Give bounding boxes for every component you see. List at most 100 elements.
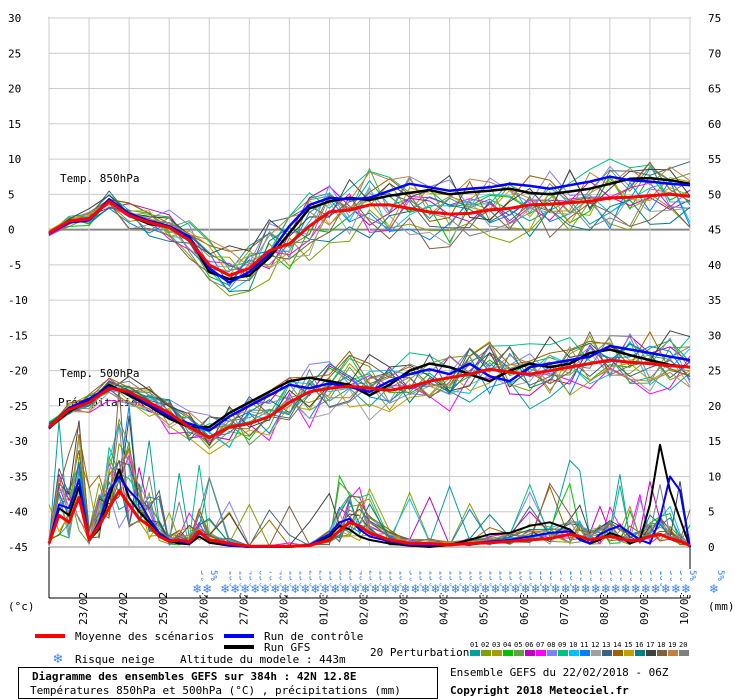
snow-risk-pct: 65%	[256, 570, 266, 587]
footer-box	[18, 667, 438, 699]
perturbation-500-line	[48, 351, 691, 438]
left-tick-label: -15	[8, 329, 28, 342]
perturbation-swatch	[657, 650, 667, 656]
snow-risk-pct: 5%	[667, 570, 677, 581]
left-tick-label: -30	[8, 435, 28, 448]
snow-risk-pct: 15%	[457, 570, 467, 587]
snow-risk-icon: ❄	[401, 582, 411, 596]
right-tick-label: 55	[708, 153, 721, 166]
snow-risk-pct: 10%	[517, 570, 527, 587]
snow-risk-bg	[391, 569, 401, 595]
panel-label-500: Temp. 500hPa	[60, 367, 139, 380]
snow-risk-icon: ❄	[461, 582, 471, 596]
snow-risk-icon: ❄	[591, 582, 601, 596]
mean-precip-line	[47, 489, 691, 548]
snow-risk-icon: ❄	[391, 582, 401, 596]
right-tick-label: 45	[708, 224, 721, 237]
footer-subtitle: Températures 850hPa et 500hPa (°C) , pré…	[30, 684, 401, 697]
perturbation-swatch	[668, 650, 678, 656]
date-tick-label: 10/03	[678, 592, 691, 625]
snow-risk-icon: ❄	[551, 582, 561, 596]
snow-risk-bg	[351, 569, 361, 595]
right-tick-label: 65	[708, 83, 721, 96]
snow-risk-icon: ❄	[270, 582, 280, 596]
perturbation-id: 14	[613, 641, 621, 649]
perturbation-swatch	[646, 650, 656, 656]
snow-risk-pct: 15%	[507, 570, 517, 587]
snow-risk-bg	[321, 569, 331, 595]
snow-risk-icon: ❄	[631, 582, 641, 596]
snow-risk-pct: 5%	[198, 570, 208, 581]
snow-risk-icon: ❄	[421, 582, 431, 596]
perturbation-500-line	[48, 335, 691, 441]
right-tick-label: 0	[708, 541, 715, 554]
left-tick-label: 30	[8, 12, 21, 25]
snow-risk-bg	[661, 569, 671, 595]
snow-risk-pct: 5%	[587, 570, 597, 581]
snow-risk-pct: 25%	[346, 570, 356, 587]
snow-risk-pct: 10%	[226, 570, 236, 587]
snow-risk-icon: ❄	[370, 582, 380, 596]
perturbation-500-line	[48, 330, 691, 437]
snow-risk-icon: ❄	[320, 582, 330, 596]
snow-risk-bg	[611, 569, 621, 595]
snow-risk-icon: ❄	[561, 582, 571, 596]
snow-risk-pct: 10%	[467, 570, 477, 587]
snow-risk-bg	[441, 569, 451, 595]
snow-risk-icon: ❄	[501, 582, 511, 596]
date-tick-label: 26/02	[197, 592, 210, 625]
snow-risk-bg	[581, 569, 591, 595]
snow-risk-pct: 40%	[356, 570, 366, 587]
snow-risk-icon: ❄	[601, 582, 611, 596]
snow-risk-icon: ❄	[202, 582, 212, 596]
snow-risk-bg	[621, 569, 631, 595]
left-tick-label: 0	[8, 224, 15, 237]
right-tick-label: 30	[708, 329, 721, 342]
snow-risk-bg	[401, 569, 411, 595]
perturbation-500-line	[48, 345, 691, 430]
run-label: Ensemble GEFS du 22/02/2018 - 06Z	[450, 666, 669, 679]
perturbation-id: 20	[679, 641, 687, 649]
perturbation-swatch	[525, 650, 535, 656]
snow-risk-icon: ❄	[451, 582, 461, 596]
snow-risk-icon: ❄	[240, 582, 250, 596]
snow-risk-pct: 15%	[527, 570, 537, 587]
perturbation-id: 11	[580, 641, 588, 649]
snow-risk-bg	[491, 569, 501, 595]
snow-risk-icon: ❄	[611, 582, 621, 596]
right-tick-label: 70	[708, 47, 721, 60]
snow-risk-pct: 25%	[316, 570, 326, 587]
snow-risk-icon: ❄	[380, 582, 390, 596]
snow-risk-bg	[671, 569, 681, 595]
snow-risk-bg	[451, 569, 461, 595]
perturbation-precip-line	[48, 434, 691, 547]
perturbation-id: 19	[668, 641, 676, 649]
snow-risk-icon: ❄	[220, 582, 230, 596]
snow-risk-icon: ❄	[521, 582, 531, 596]
snow-risk-icon: ❄	[641, 582, 651, 596]
perturbation-id: 08	[547, 641, 555, 649]
snow-risk-pct: 15%	[487, 570, 497, 587]
date-tick-label: 06/03	[518, 592, 531, 625]
perturbation-850-line	[48, 196, 691, 293]
snow-risk-bg	[471, 569, 481, 595]
left-tick-label: 15	[8, 118, 21, 131]
perturbation-precip-line	[48, 423, 691, 548]
snow-risk-icon: ❄	[671, 582, 681, 596]
snow-risk-bg	[461, 569, 471, 595]
left-tick-label: -10	[8, 294, 28, 307]
snow-risk-pct: 5%	[597, 570, 607, 581]
snow-risk-bg	[261, 569, 271, 595]
footer-title: Diagramme des ensembles GEFS sur 384h : …	[32, 670, 357, 683]
snow-risk-pct: 15%	[236, 570, 246, 587]
snow-risk-pct: 5%	[577, 570, 587, 581]
perturbation-850-line	[48, 166, 691, 268]
perturbation-swatch	[613, 650, 623, 656]
snow-risk-icon: ❄	[481, 582, 491, 596]
snow-risk-icon: ❄	[250, 582, 260, 596]
snow-risk-icon: ❄	[300, 582, 310, 596]
legend-snow-icon: ❄	[53, 652, 64, 667]
left-tick-label: 10	[8, 153, 21, 166]
snow-risk-icon: ❄	[441, 582, 451, 596]
